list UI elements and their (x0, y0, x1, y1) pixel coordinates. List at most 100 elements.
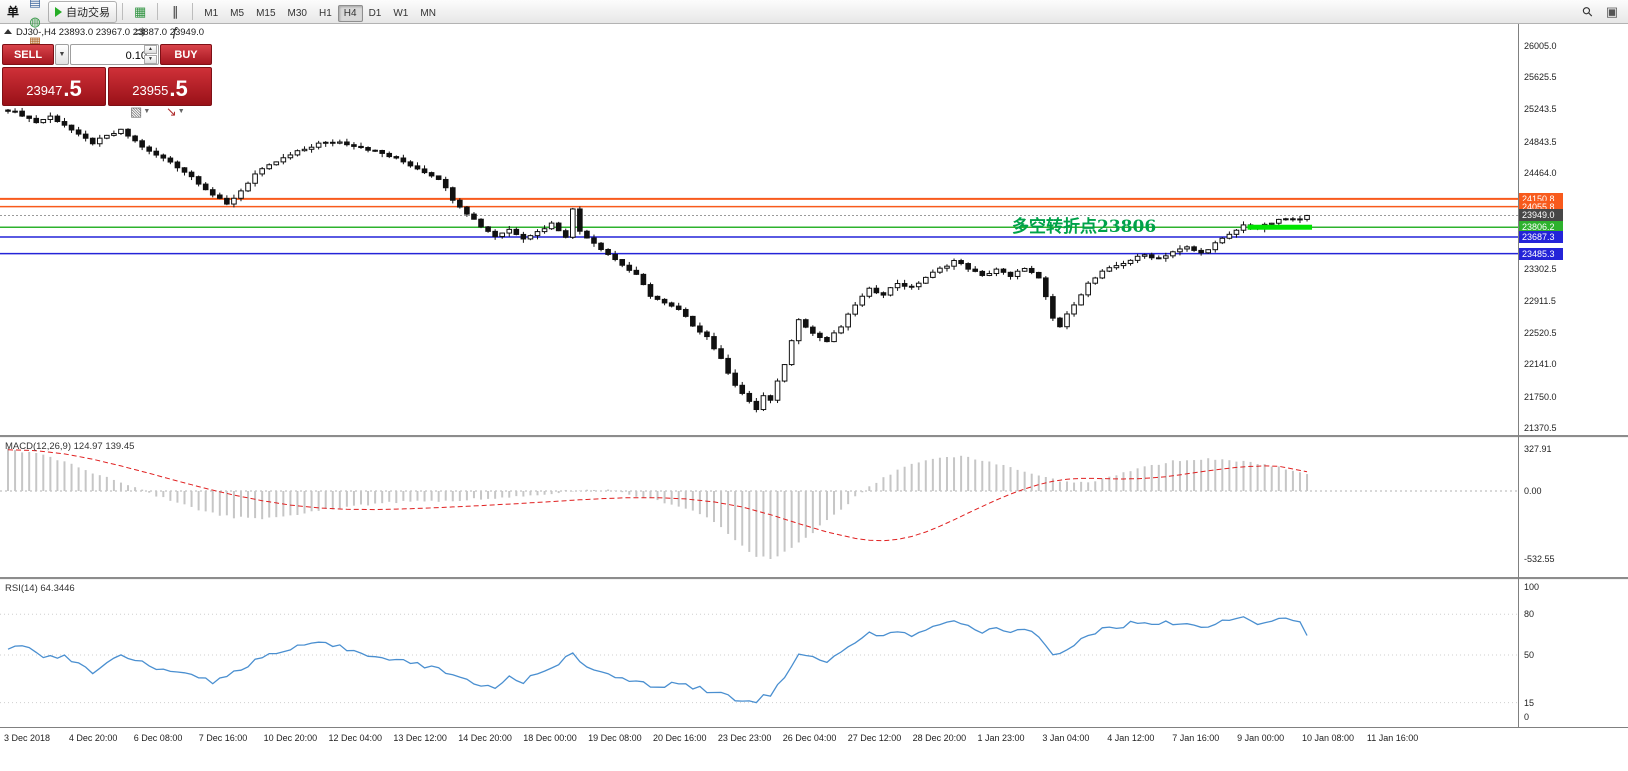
timeframe-button-h4[interactable]: H4 (337, 4, 363, 22)
lot-dropdown-button[interactable]: ▼ (55, 44, 69, 65)
arrows-icon[interactable]: ↘ ▼ (165, 103, 185, 119)
time-axis-label: 1 Jan 23:00 (977, 733, 1025, 743)
time-axis-label: 23 Dec 23:00 (717, 733, 772, 743)
timeframe-button-w1[interactable]: W1 (393, 7, 409, 19)
time-axis-label: 18 Dec 00:00 (523, 733, 577, 743)
toolbar-separator (122, 3, 124, 20)
time-axis-label: 3 Jan 04:00 (1042, 733, 1090, 743)
price-badge-23687.3: 23687.3 (1519, 231, 1563, 244)
lot-decrease-button[interactable]: ▼ (144, 55, 157, 64)
time-axis-label: 7 Dec 16:00 (198, 733, 248, 743)
time-axis-label: 26 Dec 04:00 (782, 733, 837, 743)
macd-label: MACD(12,26,9) 124.97 139.45 (5, 441, 135, 452)
time-axis-label: 4 Dec 20:00 (68, 733, 118, 743)
macd-axis-label: -532.55 (1524, 554, 1555, 565)
macd-signal-line (7, 449, 1308, 542)
channel-icon[interactable]: ∥ (172, 3, 179, 19)
price-badge-23485.3: 23485.3 (1519, 247, 1563, 260)
tile-windows-icon[interactable]: ▦ (133, 3, 147, 19)
lot-increase-button[interactable]: ▲ (144, 45, 157, 54)
toolbar-separator (157, 3, 159, 20)
price-badge-23806.2: 23806.2 (1519, 221, 1563, 234)
toolbar-separator (192, 3, 194, 20)
time-axis-label: 13 Dec 12:00 (393, 733, 447, 743)
timeframe-button-m1[interactable]: M1 (204, 7, 219, 19)
chart-text-annotation[interactable]: 多空转折点23806 (1012, 217, 1157, 237)
time-axis-label: 12 Dec 04:00 (328, 733, 383, 743)
help-globe-icon[interactable]: ◍ (29, 13, 41, 29)
timeframe-button-m15[interactable]: M15 (256, 7, 276, 19)
time-axis-label: 6 Dec 08:00 (133, 733, 183, 743)
time-axis-label: 28 Dec 20:00 (912, 733, 967, 743)
fibonacci-icon[interactable]: ƒ (171, 24, 179, 39)
rsi-label: RSI(14) 64.3446 (5, 583, 75, 594)
lot-field: ▲ ▼ (70, 44, 159, 66)
rsi-pane-resize-handle[interactable] (0, 577, 1628, 580)
price-badge-23949.0: 23949.0 (1519, 209, 1563, 222)
macd-axis-label: 0.00 (1524, 486, 1542, 496)
time-axis-label: 9 Jan 00:00 (1237, 733, 1285, 743)
rsi-axis-label: 50 (1524, 650, 1535, 660)
time-axis-label: 10 Jan 08:00 (1302, 733, 1355, 743)
time-axis-label: 11 Jan 16:00 (1366, 733, 1419, 743)
price-axis-label: 21370.5 (1524, 423, 1557, 433)
sell-button[interactable]: SELL (2, 44, 54, 65)
chevron-down-icon: ▼ (177, 108, 185, 115)
buy-button[interactable]: BUY (160, 44, 212, 65)
rsi-axis-label: 0 (1524, 712, 1530, 722)
timeframe-button-mn[interactable]: MN (420, 7, 436, 19)
autotrading-button[interactable]: 自动交易 (48, 0, 118, 23)
candlesticks (5, 107, 1310, 413)
market-watch-icon[interactable]: ▤ (28, 0, 42, 9)
rsi-axis-label: 80 (1524, 609, 1535, 620)
time-axis[interactable]: 3 Dec 2018 4 Dec 20:00 6 Dec 08:00 7 Dec 16… (0, 727, 1628, 771)
autotrading-label: 自动交易 (66, 6, 111, 19)
price-axis-label: 22520.5 (1524, 328, 1557, 339)
time-axis-label: 14 Dec 20:00 (458, 733, 512, 743)
price-axis-label: 22141.0 (1524, 359, 1557, 370)
one-click-trading-panel: SELL ▼ ▲ ▼ BUY 23947 .5 23955 .5 (2, 44, 212, 106)
support-highlight-segment[interactable] (1247, 224, 1313, 230)
main-chart-surface[interactable] (0, 24, 1518, 435)
timeframe-button-h1[interactable]: H1 (318, 7, 332, 19)
price-axis-label: 25243.5 (1524, 103, 1557, 114)
price-axis-border (1518, 24, 1519, 747)
chevron-down-icon: ▼ (143, 108, 151, 115)
timeframe-button-m5[interactable]: M5 (230, 7, 245, 19)
price-axis-label: 24464.0 (1524, 168, 1557, 179)
rsi-axis-label: 15 (1524, 697, 1535, 708)
price-axis-label: 21750.0 (1524, 391, 1557, 402)
sell-price-pips: .5 (63, 76, 82, 101)
play-icon (55, 6, 63, 17)
time-axis-label: 27 Dec 12:00 (847, 733, 902, 743)
buy-price-panel[interactable]: 23955 .5 (108, 67, 212, 106)
time-axis-label: 10 Dec 20:00 (263, 733, 318, 743)
time-axis-label: 4 Jan 12:00 (1107, 733, 1155, 743)
price-axis-label: 24843.5 (1524, 136, 1557, 147)
rsi-pane-surface[interactable] (0, 579, 1518, 727)
quick-panel-icon[interactable]: ▣ (1605, 3, 1619, 19)
buy-price-main: 23955 (132, 83, 169, 98)
one-click-toggle-icon[interactable] (4, 29, 12, 34)
search-icon[interactable]: ⚲ (1578, 2, 1597, 20)
chart-ohlc-title: DJ30-,H4 23893.0 23967.0 23887.0 23949.0 (16, 27, 205, 38)
time-axis-label: 3 Dec 2018 (4, 733, 51, 743)
new-order-button[interactable]: 单 (7, 5, 20, 19)
sell-price-main: 23947 (26, 83, 63, 98)
time-axis-label: 20 Dec 16:00 (653, 733, 707, 743)
timeframe-button-d1[interactable]: D1 (368, 7, 382, 19)
time-axis-label: 7 Jan 16:00 (1172, 733, 1220, 743)
macd-pane-surface[interactable] (0, 437, 1518, 577)
macd-pane-resize-handle[interactable] (0, 435, 1628, 438)
price-axis-label: 22911.5 (1524, 295, 1556, 306)
sell-price-panel[interactable]: 23947 .5 (2, 67, 106, 106)
price-axis-label: 26005.0 (1524, 41, 1557, 51)
templates-icon[interactable]: ▧ ▼ (130, 103, 151, 119)
timeframe-button-m30[interactable]: M30 (287, 7, 307, 19)
auto-scroll-icon[interactable]: ⇉ (134, 23, 146, 39)
price-axis-label: 25625.5 (1524, 72, 1557, 83)
lot-input[interactable] (71, 45, 151, 66)
time-axis-label: 19 Dec 08:00 (588, 733, 642, 743)
macd-histogram (7, 448, 1309, 559)
